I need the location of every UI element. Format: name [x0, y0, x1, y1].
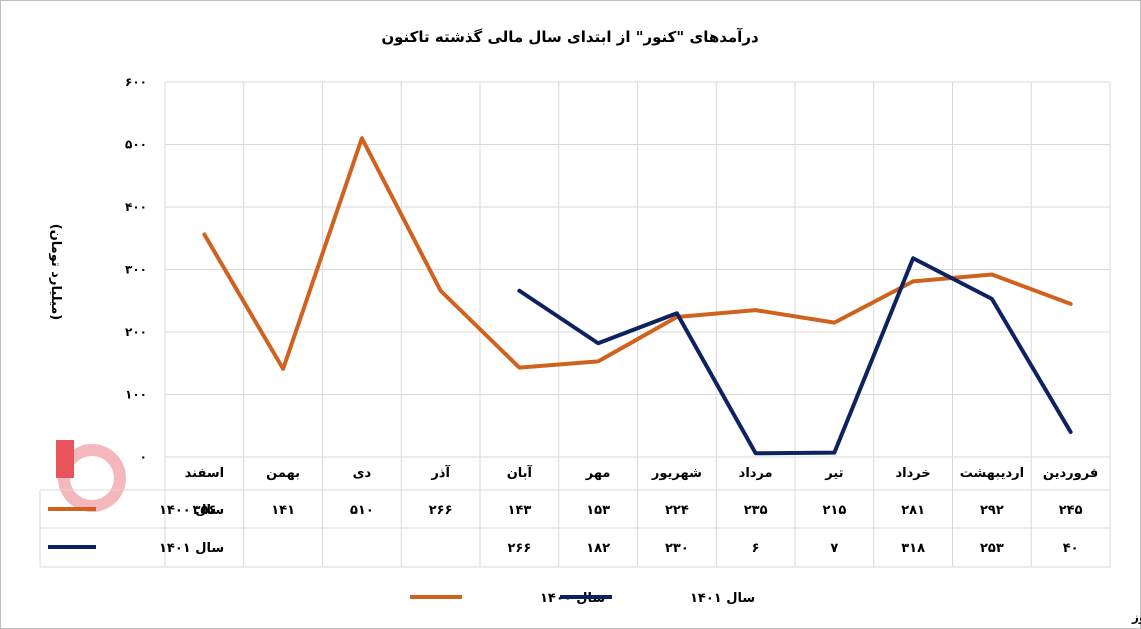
table-value-label: ۱۵۳ [586, 503, 610, 518]
table-value-label: ۳۵۶ [192, 503, 216, 518]
table-value-label: ۲۹۲ [980, 503, 1004, 518]
x-tick-label: بهمن [266, 466, 300, 481]
table-series-name: سال ۱۴۰۰ [159, 503, 224, 518]
x-tick-label: شهریور [651, 466, 702, 481]
table-value-label: ۲۱۵ [822, 503, 846, 518]
series-line [517, 256, 1073, 456]
table-series-name: سال ۱۴۰۱ [159, 541, 224, 556]
x-tick-label: آبان [507, 464, 533, 481]
y-tick-label: ۳۰۰ [125, 263, 147, 277]
logo-bar [56, 440, 74, 478]
table-value-label: ۱۸۲ [586, 541, 610, 556]
table-value-label: ۳۱۸ [901, 541, 925, 556]
y-tick-label: ۰ [140, 450, 147, 464]
table-value-label: ۲۴۵ [1059, 503, 1083, 518]
x-tick-label: تیر [824, 466, 843, 481]
table-value-label: ۷ [830, 541, 838, 556]
x-tick-label: آذر [430, 464, 450, 481]
table-value-label: ۲۳۵ [744, 503, 768, 518]
table-value-label: ۵۱۰ [350, 503, 374, 518]
series-line [202, 136, 1073, 371]
x-tick-label: دی [353, 466, 372, 481]
x-tick-label: مهر [585, 466, 611, 481]
y-tick-label: ۱۰۰ [125, 388, 147, 402]
y-tick-label: ۴۰۰ [125, 200, 147, 214]
table-value-label: ۱۴۱ [271, 503, 295, 518]
table-value-label: ۶ [752, 541, 760, 556]
table-value-label: ۲۲۴ [665, 503, 689, 518]
y-tick-label: ۵۰۰ [125, 138, 147, 152]
series-lines [202, 136, 1073, 456]
table-value-label: ۲۶۶ [507, 541, 531, 556]
x-tick-label: اسفند [185, 466, 224, 481]
table-value-label: ۲۳۰ [665, 541, 689, 556]
chart-title: درآمدهای "کنور" از ابتدای سال مالی گذشته… [381, 28, 759, 46]
x-tick-label: مرداد [739, 466, 773, 481]
y-tick-label: ۲۰۰ [125, 325, 147, 339]
x-tick-label: خرداد [895, 466, 930, 481]
table-value-label: ۲۵۳ [980, 541, 1004, 556]
watermark-text: بورس نیوز [1131, 610, 1141, 625]
logo-inner-circle [70, 456, 114, 500]
legend-label: سال ۱۴۰۱ [690, 591, 755, 606]
table-value-label: ۲۸۱ [901, 503, 925, 518]
y-axis-label: (میلیارد تومان) [48, 224, 63, 320]
x-tick-label: اردیبهشت [960, 466, 1024, 481]
x-tick-label: فروردین [1043, 466, 1098, 481]
table-value-label: ۲۶۶ [429, 503, 453, 518]
table-value-label: ۴۰ [1063, 541, 1079, 556]
y-axis-ticks: ۰ ۱۰۰ ۲۰۰ ۳۰۰ ۴۰۰ ۵۰۰ ۶۰۰ [125, 75, 147, 464]
data-table: فروردین اردیبهشت خرداد تیر مرداد شهریور مهر آبا… [39, 464, 1110, 568]
gridlines [164, 81, 1111, 567]
table-value-label: ۱۴۳ [507, 503, 531, 518]
brand-logo [56, 440, 126, 512]
y-tick-label: ۶۰۰ [125, 75, 147, 89]
